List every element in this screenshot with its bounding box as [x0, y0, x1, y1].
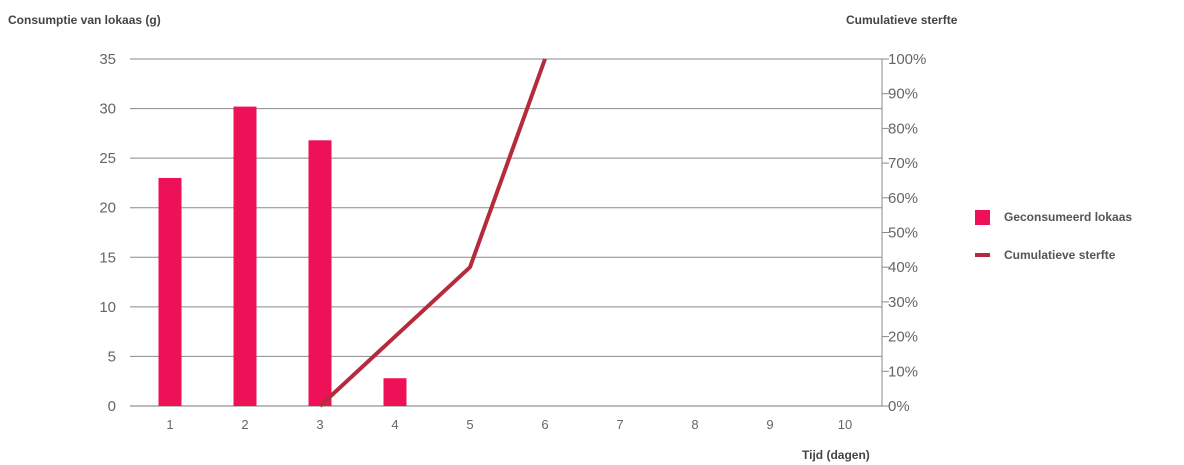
- y2-tick-label: 80%: [888, 120, 918, 137]
- y-tick-label: 5: [108, 348, 116, 365]
- x-tick-label: 7: [616, 417, 623, 432]
- y2-tick-label: 30%: [888, 294, 918, 311]
- y2-tick-label: 70%: [888, 155, 918, 172]
- legend: Geconsumeerd lokaas Cumulatieve sterfte: [975, 208, 1132, 284]
- x-tick-label: 6: [541, 417, 548, 432]
- x-tick-label: 9: [766, 417, 773, 432]
- bar: [233, 106, 257, 407]
- x-tick-label: 5: [466, 417, 473, 432]
- x-tick-label: 10: [838, 417, 852, 432]
- y-tick-label: 35: [99, 51, 116, 68]
- y2-tick-label: 10%: [888, 363, 918, 380]
- legend-line-swatch: [975, 253, 990, 257]
- x-tick-label: 1: [166, 417, 173, 432]
- bar: [158, 177, 182, 406]
- legend-label-bar: Geconsumeerd lokaas: [1004, 210, 1133, 224]
- legend-bar-swatch: [975, 209, 990, 225]
- y-tick-label: 10: [99, 299, 116, 316]
- x-tick-label: 3: [316, 417, 323, 432]
- y-tick-label: 20: [99, 200, 116, 217]
- x-axis-title: Tijd (dagen): [802, 448, 870, 462]
- y-tick-label: 30: [99, 101, 116, 118]
- bar: [383, 378, 407, 406]
- y2-tick-label: 20%: [888, 329, 918, 346]
- y-tick-label: 0: [108, 398, 116, 415]
- y2-tick-label: 0%: [888, 398, 910, 415]
- x-tick-label: 4: [391, 417, 398, 432]
- bar: [308, 140, 332, 406]
- y2-tick-label: 60%: [888, 190, 918, 207]
- y-tick-label: 25: [99, 150, 116, 167]
- legend-item-bar: Geconsumeerd lokaas: [975, 208, 1132, 226]
- legend-label-line: Cumulatieve sterfte: [1004, 248, 1116, 262]
- y2-tick-label: 40%: [888, 259, 918, 276]
- y-tick-label: 15: [99, 249, 116, 266]
- x-tick-label: 2: [241, 417, 248, 432]
- y2-tick-label: 90%: [888, 86, 918, 103]
- y2-tick-label: 50%: [888, 225, 918, 242]
- y2-tick-label: 100%: [888, 51, 926, 68]
- left-axis-title: Consumptie van lokaas (g): [8, 13, 161, 27]
- right-axis-title: Cumulatieve sterfte: [846, 13, 958, 27]
- x-tick-label: 8: [691, 417, 698, 432]
- mortality-line: [318, 58, 547, 408]
- legend-item-line: Cumulatieve sterfte: [975, 246, 1132, 264]
